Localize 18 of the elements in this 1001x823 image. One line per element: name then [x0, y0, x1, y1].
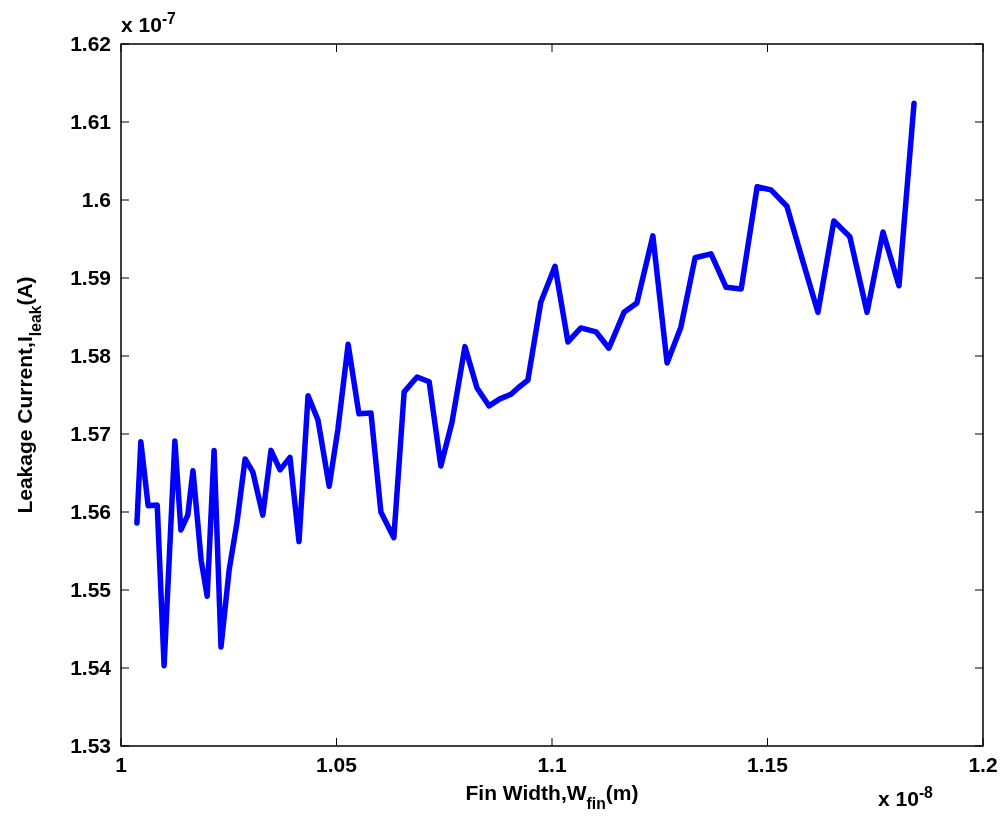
text: x 10$^{-8}$ — [878, 783, 934, 810]
y-tick-label: 1.6 — [81, 188, 111, 211]
y-tick-label: 1.56 — [70, 500, 111, 523]
y-tick-label: 1.62 — [70, 32, 111, 55]
y-tick-label: 1.55 — [70, 578, 112, 601]
y-tick-label: 1.57 — [70, 422, 111, 445]
y-tick-label: 1.59 — [70, 266, 111, 289]
x-tick-label: 1.15 — [747, 753, 789, 776]
x-tick-label: 1.05 — [316, 753, 358, 776]
x-tick-label: 1.2 — [968, 753, 998, 776]
y-tick-label: 1.61 — [70, 110, 112, 133]
text: x 10$^{-7}$ — [121, 9, 177, 36]
x-tick-label: 1 — [115, 753, 128, 776]
y-tick-label: 1.53 — [70, 734, 111, 757]
x-tick-label: 1.1 — [537, 753, 567, 776]
x-axis-title: Fin Width,W$_{fin}$(m) — [465, 781, 639, 812]
y-tick-label: 1.54 — [70, 656, 112, 679]
y-tick-label: 1.58 — [70, 344, 112, 367]
